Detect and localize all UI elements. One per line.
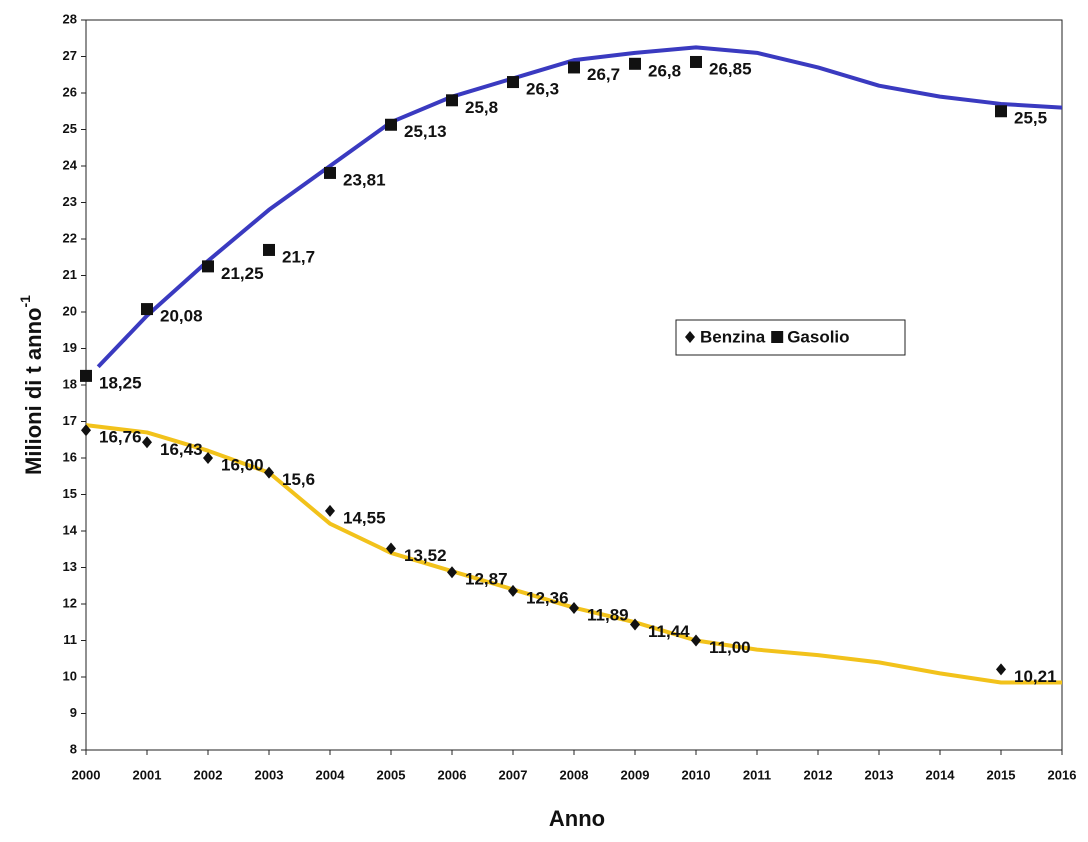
legend-label: Gasolio (787, 327, 849, 346)
x-tick-label: 2004 (316, 767, 346, 782)
square-marker (995, 105, 1007, 118)
x-tick-label: 2012 (804, 767, 833, 782)
y-axis-title: Milioni di t anno-1 (17, 295, 46, 475)
y-tick-label: 26 (63, 84, 77, 99)
x-tick-label: 2015 (987, 767, 1016, 782)
y-tick-label: 8 (70, 741, 77, 756)
y-tick-label: 25 (63, 121, 77, 136)
x-tick-label: 2016 (1048, 767, 1077, 782)
diamond-marker (996, 663, 1006, 676)
x-tick-label: 2006 (438, 767, 467, 782)
data-label: 11,44 (648, 622, 690, 641)
y-tick-label: 11 (63, 632, 77, 647)
y-axis-title-text: Milioni di t anno (21, 308, 46, 475)
diamond-marker (325, 504, 335, 517)
data-label: 26,85 (709, 59, 752, 78)
y-tick-label: 13 (63, 559, 77, 574)
square-marker (568, 61, 580, 74)
x-tick-label: 2005 (377, 767, 406, 782)
x-tick-label: 2011 (743, 767, 771, 782)
data-label: 16,43 (160, 440, 203, 459)
y-axis-title-sup: -1 (17, 295, 33, 308)
y-tick-label: 20 (63, 303, 77, 318)
diamond-marker (142, 436, 152, 449)
data-label: 18,25 (99, 373, 142, 392)
diamond-marker (447, 566, 457, 579)
square-marker (80, 369, 92, 382)
diamond-marker (630, 618, 640, 631)
x-tick-label: 2001 (133, 767, 162, 782)
data-label: 10,21 (1014, 667, 1057, 686)
data-label: 13,52 (404, 546, 447, 565)
diamond-marker (508, 584, 518, 597)
legend-marker (685, 331, 695, 343)
data-label: 25,13 (404, 122, 447, 141)
square-marker (202, 260, 214, 273)
data-label: 21,25 (221, 264, 264, 283)
y-tick-label: 10 (63, 668, 77, 683)
data-label: 11,89 (587, 605, 629, 624)
x-tick-label: 2007 (499, 767, 528, 782)
y-tick-label: 27 (63, 48, 77, 63)
x-tick-label: 2002 (194, 767, 223, 782)
x-tick-label: 2014 (926, 767, 956, 782)
diamond-marker (386, 542, 396, 555)
y-tick-label: 21 (63, 267, 77, 282)
data-label: 16,76 (99, 428, 142, 447)
diamond-marker (81, 424, 91, 437)
data-label: 26,7 (587, 65, 620, 84)
y-tick-label: 14 (63, 522, 78, 537)
square-marker (690, 55, 702, 68)
diamond-marker (569, 602, 579, 615)
x-tick-label: 2008 (560, 767, 589, 782)
plot-frame (85, 19, 1063, 751)
x-tick-label: 2010 (682, 767, 711, 782)
y-tick-label: 18 (63, 376, 77, 391)
y-tick-label: 15 (63, 486, 77, 501)
legend-label: Benzina (700, 327, 766, 346)
y-tick-label: 12 (63, 595, 77, 610)
data-label: 25,8 (465, 98, 498, 117)
y-tick-label: 16 (63, 449, 77, 464)
legend-marker (771, 331, 784, 343)
x-tick-label: 2003 (255, 767, 284, 782)
square-marker (141, 303, 153, 316)
y-tick-label: 24 (63, 157, 78, 172)
data-label: 26,8 (648, 61, 681, 80)
x-tick-label: 2000 (72, 767, 101, 782)
square-marker (385, 118, 397, 131)
data-label: 21,7 (282, 247, 315, 266)
data-label: 16,00 (221, 455, 264, 474)
trend-curve (96, 45, 1063, 369)
data-label: 11,00 (709, 638, 751, 657)
diamond-marker (264, 466, 274, 479)
y-tick-label: 22 (63, 230, 77, 245)
square-marker (263, 243, 275, 256)
y-tick-label: 19 (63, 340, 77, 355)
y-tick-label: 9 (70, 705, 77, 720)
square-marker (629, 57, 641, 70)
y-tick-label: 23 (63, 194, 77, 209)
x-axis-title: Anno (549, 806, 605, 831)
square-marker (446, 94, 458, 107)
data-label: 26,3 (526, 80, 559, 99)
data-label: 12,36 (526, 588, 569, 607)
square-marker (324, 166, 336, 179)
data-label: 20,08 (160, 307, 203, 326)
data-label: 23,81 (343, 170, 386, 189)
diamond-marker (691, 634, 701, 647)
y-tick-label: 17 (63, 413, 77, 428)
data-label: 15,6 (282, 470, 315, 489)
diamond-marker (203, 452, 213, 464)
y-tick-label: 28 (63, 11, 77, 26)
data-label: 25,5 (1014, 109, 1047, 128)
data-label: 12,87 (465, 570, 508, 589)
x-tick-label: 2013 (865, 767, 894, 782)
square-marker (507, 76, 519, 89)
data-label: 14,55 (343, 508, 386, 527)
x-tick-label: 2009 (621, 767, 650, 782)
legend-box (675, 319, 906, 356)
